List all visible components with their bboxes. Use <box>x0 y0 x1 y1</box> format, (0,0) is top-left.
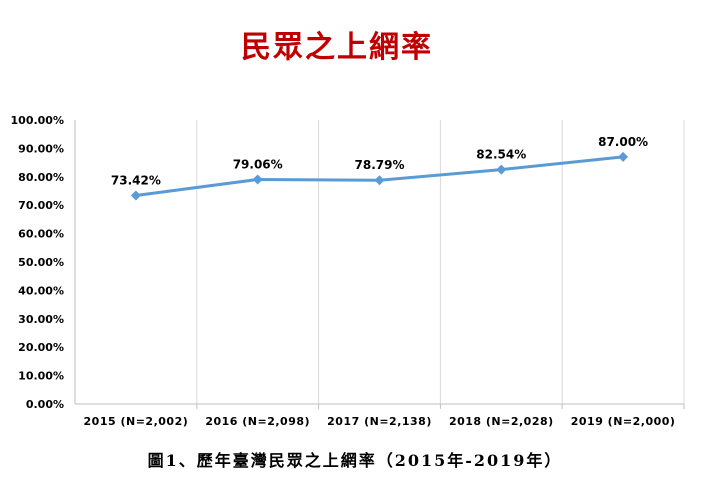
y-tick-label: 30.00% <box>18 313 64 326</box>
y-tick-label: 90.00% <box>18 142 64 155</box>
data-label: 78.79% <box>355 158 405 172</box>
y-tick-label: 10.00% <box>18 370 64 383</box>
y-tick-label: 80.00% <box>18 171 64 184</box>
x-tick-label: 2019 (N=2,000) <box>571 415 676 428</box>
data-label: 73.42% <box>111 173 161 187</box>
data-labels: 73.42% 79.06% 78.79% 82.54% 87.00% <box>111 135 648 188</box>
data-point-marker <box>496 164 507 175</box>
data-point-marker <box>130 190 141 201</box>
y-tick-label: 20.00% <box>18 341 64 354</box>
x-tick-label: 2018 (N=2,028) <box>449 415 554 428</box>
y-tick-label: 70.00% <box>18 199 64 212</box>
data-series <box>130 151 629 201</box>
data-label: 82.54% <box>476 148 526 162</box>
gridlines <box>196 120 685 404</box>
y-tick-label: 0.00% <box>26 398 64 411</box>
data-label: 79.06% <box>233 157 283 171</box>
x-tick-label: 2015 (N=2,002) <box>84 415 189 428</box>
y-tick-label: 50.00% <box>18 256 64 269</box>
y-tick-label: 100.00% <box>11 114 64 127</box>
axes <box>74 120 684 405</box>
chart-title: 民眾之上網率 <box>241 30 433 65</box>
x-tick-label: 2017 (N=2,138) <box>327 415 432 428</box>
figure-caption: 圖1、歷年臺灣民眾之上網率（2015年-2019年） <box>147 451 563 470</box>
x-axis-ticks: 2015 (N=2,002) 2016 (N=2,098) 2017 (N=2,13… <box>84 404 685 428</box>
data-point-marker <box>374 175 385 186</box>
y-tick-label: 40.00% <box>18 284 64 297</box>
x-tick-label: 2016 (N=2,098) <box>205 415 310 428</box>
y-axis-ticks: 0.00% 10.00% 20.00% 30.00% 40.00% 50.00% 60.00… <box>11 114 64 411</box>
data-point-marker <box>252 174 263 185</box>
y-tick-label: 60.00% <box>18 228 64 241</box>
data-label: 87.00% <box>598 135 648 149</box>
data-point-marker <box>618 151 629 162</box>
